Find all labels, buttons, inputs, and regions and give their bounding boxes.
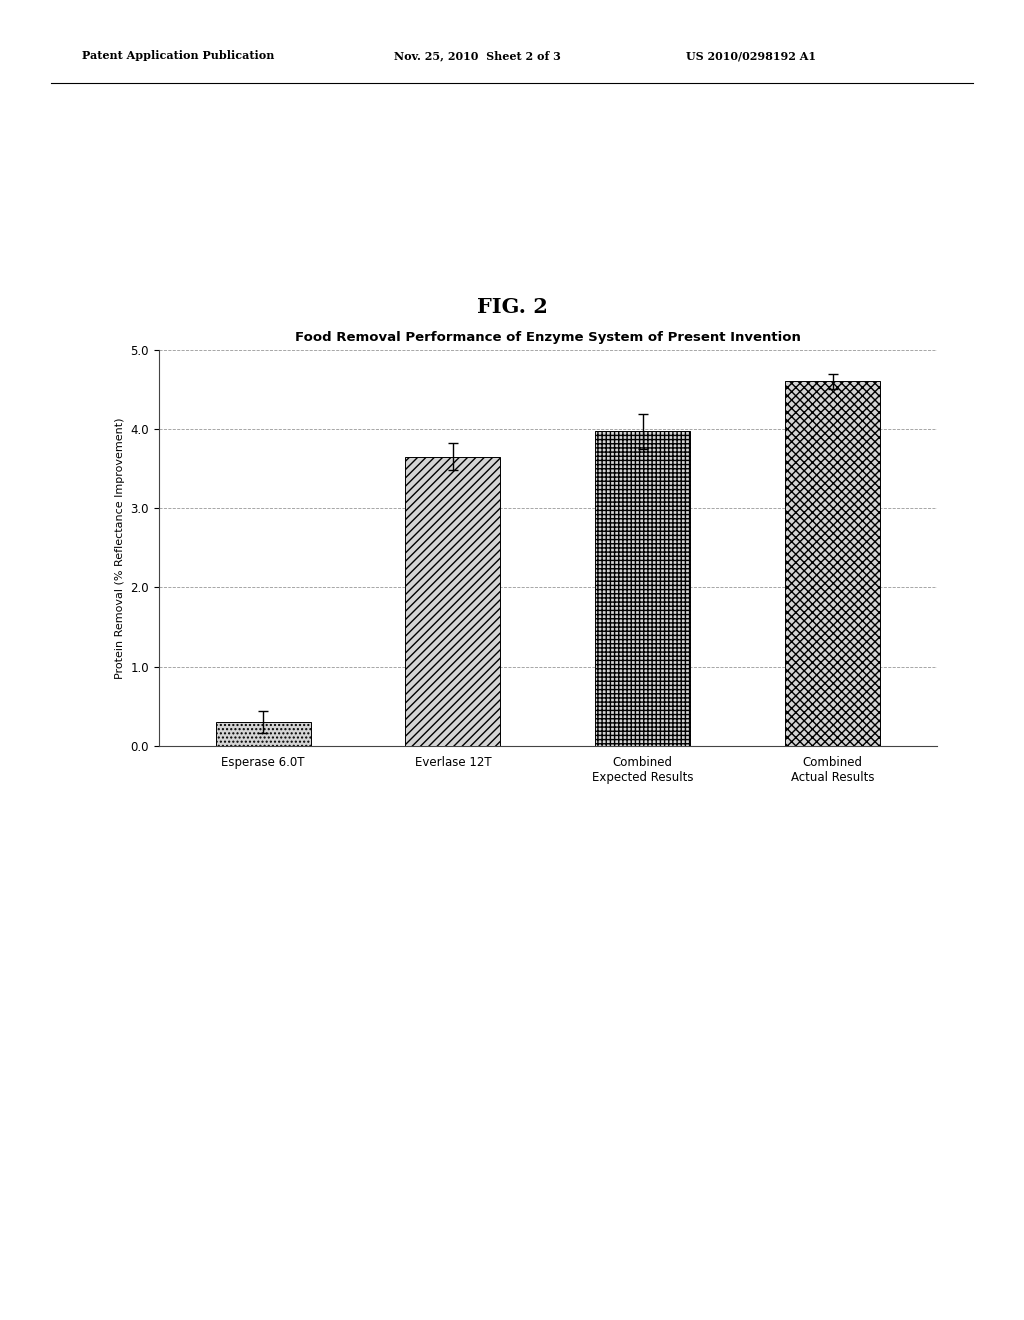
Text: US 2010/0298192 A1: US 2010/0298192 A1: [686, 50, 816, 61]
Bar: [406, 457, 501, 746]
Bar: [216, 722, 310, 746]
Text: Patent Application Publication: Patent Application Publication: [82, 50, 274, 61]
Title: Food Removal Performance of Enzyme System of Present Invention: Food Removal Performance of Enzyme Syste…: [295, 331, 801, 345]
Text: FIG. 2: FIG. 2: [476, 297, 548, 317]
Bar: [595, 432, 690, 746]
Y-axis label: Protein Removal (% Reflectance Improvement): Protein Removal (% Reflectance Improveme…: [115, 417, 125, 678]
Bar: [785, 381, 880, 746]
Text: Nov. 25, 2010  Sheet 2 of 3: Nov. 25, 2010 Sheet 2 of 3: [394, 50, 561, 61]
